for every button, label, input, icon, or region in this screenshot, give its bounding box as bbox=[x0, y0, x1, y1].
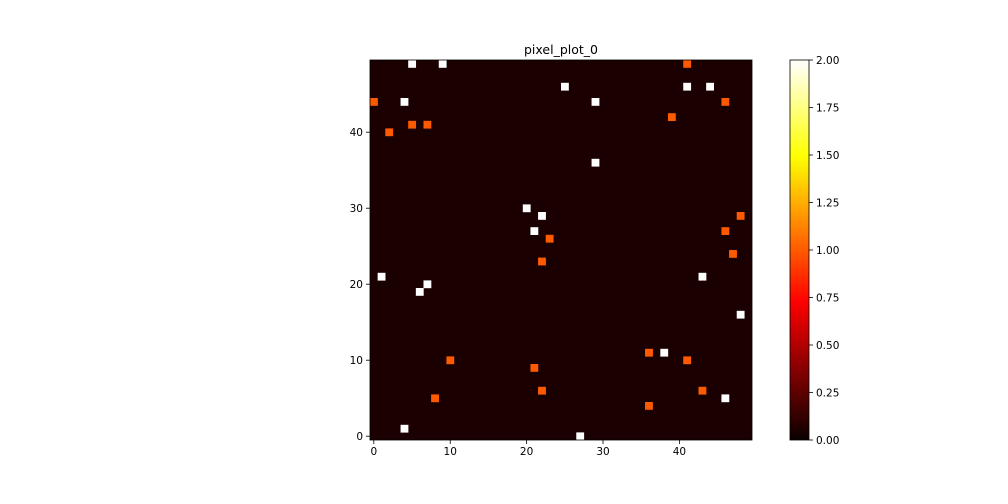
x-tick-label: 0 bbox=[370, 446, 377, 458]
heatmap-cell bbox=[370, 98, 378, 106]
heatmap-cell bbox=[400, 98, 409, 106]
heatmap-cell bbox=[591, 158, 600, 167]
heatmap-cell bbox=[423, 120, 432, 129]
y-tick-label: 40 bbox=[350, 127, 363, 139]
plot-frame bbox=[369, 59, 753, 441]
colorbar-tick-label: 1.25 bbox=[816, 198, 839, 210]
heatmap-cell bbox=[561, 82, 569, 91]
x-tick-label: 40 bbox=[673, 446, 686, 458]
x-tick-label: 10 bbox=[444, 446, 457, 458]
heatmap-cell bbox=[400, 424, 409, 433]
heatmap-cell bbox=[591, 98, 600, 106]
colorbar-tick-label: 0.00 bbox=[816, 435, 839, 447]
heatmap-cell bbox=[530, 227, 539, 235]
heatmap-cell bbox=[423, 280, 432, 289]
heatmap-cell bbox=[706, 82, 714, 91]
heatmap-cell bbox=[660, 348, 669, 357]
heatmap-cell bbox=[377, 272, 386, 281]
heatmap-cell bbox=[721, 227, 730, 235]
heatmap-cell bbox=[729, 250, 737, 258]
heatmap-cell bbox=[530, 364, 539, 372]
heatmap-cell bbox=[431, 394, 439, 403]
heatmap-cell bbox=[736, 310, 745, 319]
heatmap-cell bbox=[683, 82, 692, 91]
heatmap-cell bbox=[645, 402, 653, 410]
chart-title: pixel_plot_0 bbox=[524, 42, 598, 57]
heatmap-cell bbox=[438, 60, 447, 68]
heatmap-cell bbox=[538, 386, 546, 395]
colorbar-gradient bbox=[790, 60, 809, 440]
x-tick-label: 30 bbox=[596, 446, 609, 458]
heatmap-cell bbox=[683, 356, 692, 365]
colorbar-tick-label: 0.25 bbox=[816, 388, 839, 400]
heatmap-cell bbox=[721, 98, 730, 106]
heatmap-cell bbox=[667, 113, 676, 121]
heatmap-cell bbox=[545, 234, 554, 243]
heatmap-cell bbox=[698, 386, 707, 395]
heatmap-cell bbox=[415, 288, 424, 296]
heatmap-cell bbox=[385, 128, 394, 137]
heatmap-cell bbox=[683, 60, 692, 68]
colorbar-tick-label: 1.75 bbox=[816, 103, 839, 115]
heatmap-cell bbox=[408, 120, 417, 129]
axes: 0 10 20 30 40 0 10 20 30 40 bbox=[350, 59, 753, 458]
heatmap-cell bbox=[721, 394, 730, 403]
heatmap-cell bbox=[736, 212, 745, 220]
colorbar-tick-label: 1.50 bbox=[816, 150, 839, 162]
heatmap-cell bbox=[645, 348, 653, 357]
y-tick-label: 30 bbox=[350, 203, 363, 215]
heatmap-cells bbox=[370, 60, 745, 441]
y-tick-label: 0 bbox=[356, 431, 363, 443]
heatmap-background bbox=[370, 60, 752, 440]
colorbar-tick-label: 1.00 bbox=[816, 245, 839, 257]
heatmap-cell bbox=[446, 356, 455, 365]
heatmap-cell bbox=[538, 257, 546, 266]
plot-area bbox=[370, 60, 752, 440]
heatmap-cell bbox=[576, 432, 585, 441]
y-tick-label: 10 bbox=[350, 355, 363, 367]
heatmap-cell bbox=[698, 272, 707, 281]
heatmap-cell bbox=[538, 212, 546, 220]
colorbar-tick-label: 2.00 bbox=[816, 55, 839, 67]
heatmap-cell bbox=[408, 60, 417, 68]
colorbar-tick-label: 0.75 bbox=[816, 293, 839, 305]
y-tick-label: 20 bbox=[350, 279, 363, 291]
heatmap-cell bbox=[522, 204, 531, 213]
colorbar: 0.00 0.25 0.50 0.75 1.00 1.25 1.50 1.75 2.00 bbox=[789, 55, 839, 447]
x-tick-label: 20 bbox=[520, 446, 533, 458]
colorbar-tick-label: 0.50 bbox=[816, 340, 839, 352]
